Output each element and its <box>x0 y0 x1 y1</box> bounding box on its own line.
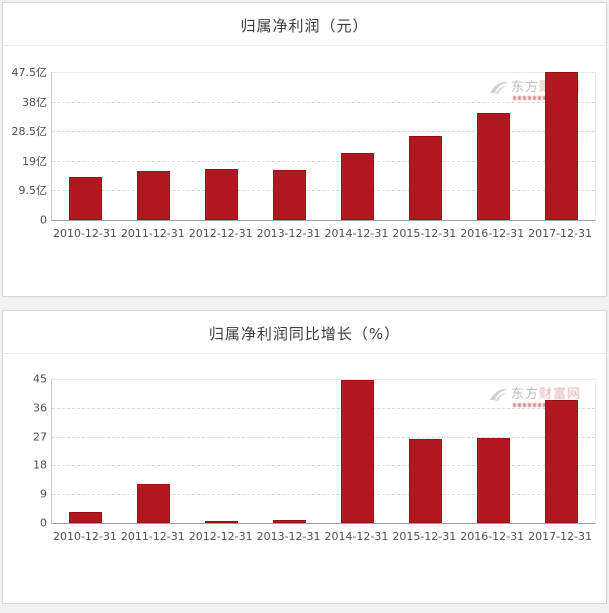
x-axis-tick-label: 2012-12-31 <box>188 530 253 543</box>
bar-slot <box>459 72 527 220</box>
y-axis-tick-label: 9.5亿 <box>18 184 48 198</box>
x-axis-labels: 2010-12-31 2011-12-31 2012-12-31 2013-12-31… <box>51 227 594 240</box>
bar-slot <box>527 379 595 523</box>
x-axis-tick-label: 2012-12-31 <box>188 227 253 240</box>
h-gridline <box>52 72 595 73</box>
y-axis-tick-label: 27 <box>33 430 47 444</box>
bar-2010-12-31[interactable] <box>69 177 103 220</box>
chart-title: 归属净利润同比增长（%） <box>3 311 606 354</box>
bar-2017-12-31[interactable] <box>544 399 578 523</box>
x-axis-tick-label: 2016-12-31 <box>460 530 525 543</box>
y-axis-tick-label: 47.5亿 <box>11 66 48 79</box>
bar-slot <box>391 72 459 220</box>
watermark-brand-suffix: 财富网 <box>538 387 581 402</box>
bar-2016-12-31[interactable] <box>476 112 510 220</box>
watermark-brand-text: 东方财富网 <box>511 388 581 401</box>
h-gridline <box>52 160 595 162</box>
eastmoney-logo-icon <box>489 388 508 401</box>
x-axis-labels: 2010-12-31 2011-12-31 2012-12-31 2013-12-31… <box>51 530 594 543</box>
bar-2010-12-31[interactable] <box>69 512 103 523</box>
watermark-brand-prefix: 东方 <box>510 387 539 402</box>
x-axis-tick-label: 2011-12-31 <box>120 227 185 240</box>
y-axis-tick-label: 19亿 <box>22 154 47 168</box>
y-axis-tick-label: 18 <box>33 458 47 472</box>
x-axis-tick-label: 2017-12-31 <box>528 227 593 240</box>
bar-2015-12-31[interactable] <box>408 439 442 523</box>
x-axis-tick-label: 2010-12-31 <box>52 530 117 543</box>
bar-slot <box>256 72 324 220</box>
bar-slot <box>52 379 120 523</box>
x-axis-tick-label: 2013-12-31 <box>256 530 321 543</box>
y-axis-tick-label: 45 <box>33 372 47 386</box>
bar-2012-12-31[interactable] <box>205 521 239 523</box>
chart-title: 归属净利润（元） <box>3 3 606 46</box>
bar-2016-12-31[interactable] <box>476 437 510 523</box>
y-axis-tick-label: 9 <box>40 487 47 501</box>
bar-2011-12-31[interactable] <box>137 171 171 220</box>
bar-slot <box>188 379 256 523</box>
eastmoney-logo-icon <box>489 81 508 94</box>
bar-slot <box>391 379 459 523</box>
bar-2011-12-31[interactable] <box>137 483 171 523</box>
x-axis-tick-label: 2011-12-31 <box>120 530 185 543</box>
bar-slot <box>324 379 392 523</box>
yoy-growth-chart-panel: 归属净利润同比增长（%） 45 36 27 18 9 0 东方财富网 2010-12-31… <box>2 310 607 604</box>
bar-series <box>52 379 595 523</box>
y-axis-labels: 45 36 27 18 9 0 <box>3 373 47 530</box>
h-gridline <box>52 465 595 467</box>
plot-area: 东方财富网 <box>51 72 596 221</box>
y-axis-tick-label: 36 <box>33 401 47 415</box>
bar-slot <box>459 379 527 523</box>
x-axis-tick-label: 2013-12-31 <box>256 227 321 240</box>
bar-2015-12-31[interactable] <box>408 135 442 220</box>
bar-slot <box>256 379 324 523</box>
y-axis-tick-label: 0 <box>40 213 47 227</box>
y-axis-tick-label: 0 <box>40 516 47 530</box>
h-gridline <box>52 494 595 496</box>
h-gridline <box>52 436 595 438</box>
bar-slot <box>120 72 188 220</box>
h-gridline <box>52 379 595 380</box>
watermark-brand-prefix: 东方 <box>510 80 539 95</box>
net-profit-chart-panel: 归属净利润（元） 47.5亿 38亿 28.5亿 19亿 9.5亿 0 东方财富网 201… <box>2 2 607 297</box>
gridlines <box>52 72 595 220</box>
y-axis-labels: 47.5亿 38亿 28.5亿 19亿 9.5亿 0 <box>3 66 48 227</box>
watermark-url-strip <box>512 96 569 100</box>
h-gridline <box>52 407 595 409</box>
x-axis-tick-label: 2010-12-31 <box>52 227 117 240</box>
bar-2017-12-31[interactable] <box>544 72 578 220</box>
h-gridline <box>52 190 595 192</box>
h-gridline <box>52 101 595 103</box>
gridlines <box>52 379 595 523</box>
h-gridline <box>52 131 595 133</box>
bar-2014-12-31[interactable] <box>340 153 374 220</box>
bar-series <box>52 72 595 220</box>
x-axis-tick-label: 2017-12-31 <box>528 530 593 543</box>
x-axis-tick-label: 2016-12-31 <box>460 227 525 240</box>
bar-2013-12-31[interactable] <box>273 169 307 220</box>
x-axis-tick-label: 2014-12-31 <box>324 227 389 240</box>
x-axis-tick-label: 2015-12-31 <box>392 227 457 240</box>
watermark: 东方财富网 <box>489 388 581 407</box>
x-axis-tick-label: 2014-12-31 <box>324 530 389 543</box>
x-axis-tick-label: 2015-12-31 <box>392 530 457 543</box>
bar-slot <box>188 72 256 220</box>
bar-slot <box>324 72 392 220</box>
y-axis-tick-label: 28.5亿 <box>11 125 48 139</box>
bar-slot <box>527 72 595 220</box>
bar-slot <box>120 379 188 523</box>
bar-2013-12-31[interactable] <box>273 520 307 523</box>
plot-area: 东方财富网 <box>51 379 596 524</box>
bar-slot <box>52 72 120 220</box>
bar-2012-12-31[interactable] <box>205 169 239 220</box>
y-axis-tick-label: 38亿 <box>22 95 47 109</box>
bar-2014-12-31[interactable] <box>340 379 374 523</box>
watermark-url-strip <box>512 403 569 407</box>
